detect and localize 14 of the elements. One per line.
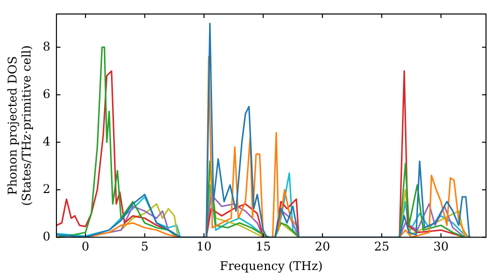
y-tick-label: 2 [42,182,50,196]
y-axis-title: Phonon projected DOS (States/THz·primitive cell) [5,45,34,206]
y-tick-label: 4 [42,134,51,148]
y-tick-label: 8 [42,39,50,54]
x-axis-title: Frequency (THz) [220,258,323,273]
x-tick-label: 0 [82,240,90,254]
x-tick-label: 10 [196,240,212,254]
x-tick-label: 30 [433,240,449,254]
y-tick-label: 6 [42,86,50,101]
x-tick-label: 20 [314,240,330,254]
x-tick-label: 15 [256,240,271,254]
x-tick-label: 5 [140,240,149,254]
x-tick-label: 25 [374,240,390,254]
y-tick-label: 0 [42,229,50,244]
